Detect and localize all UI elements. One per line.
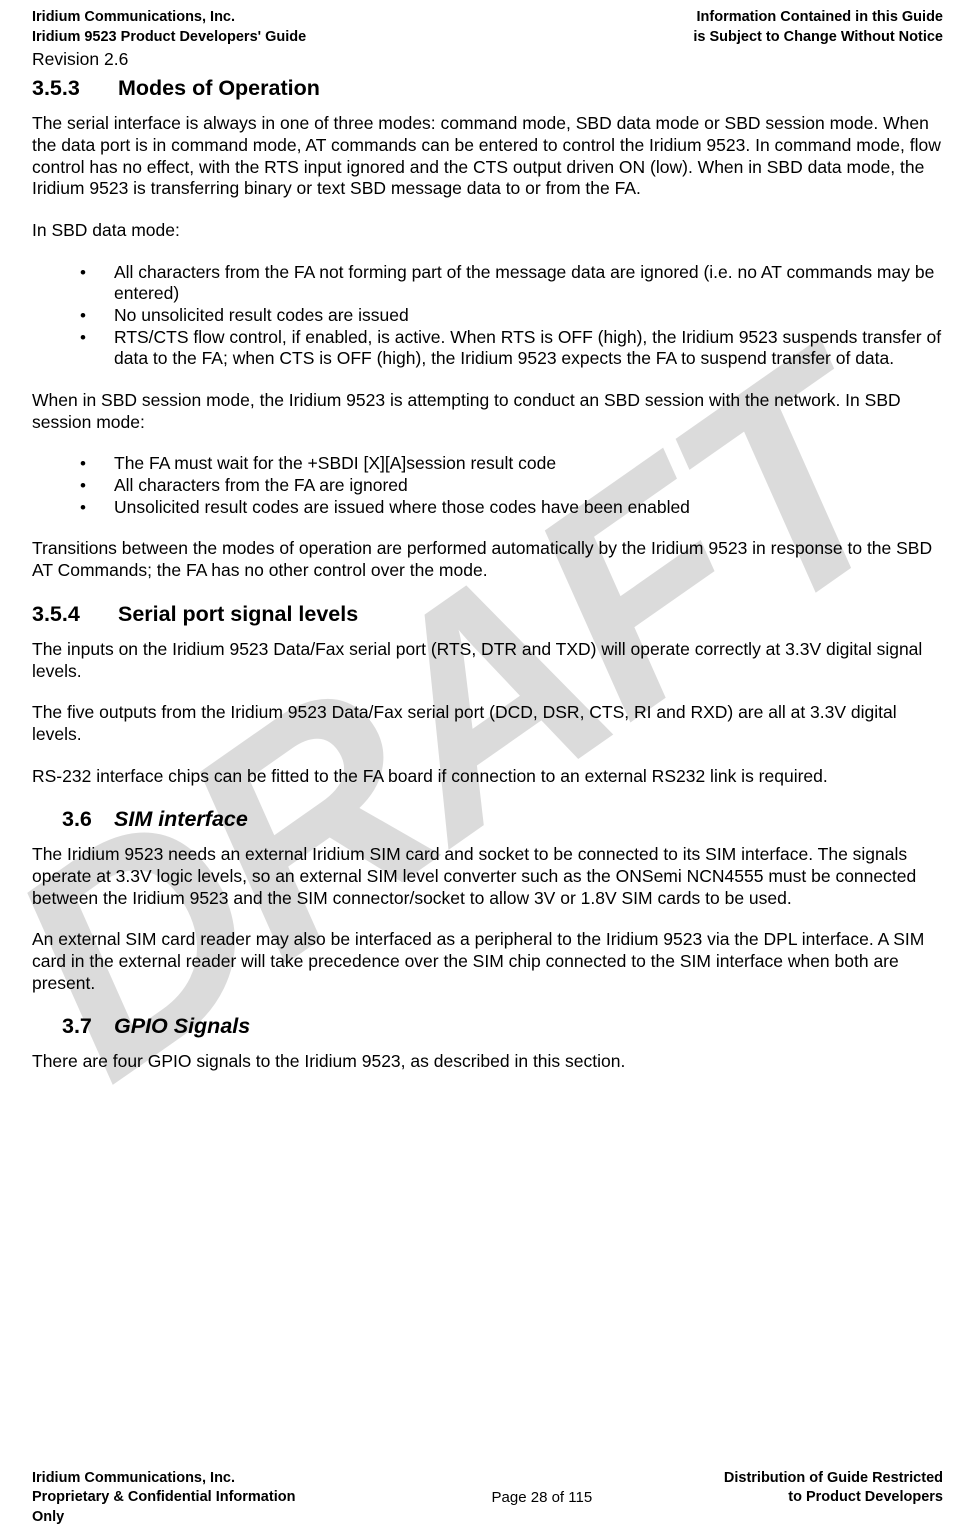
footer-left-2: Proprietary & Confidential Information [32,1488,295,1508]
heading-num: 3.5.3 [32,76,118,101]
para: When in SBD session mode, the Iridium 95… [32,390,943,433]
heading-3-7: 3.7GPIO Signals [62,1014,943,1039]
header-row-2: Iridium 9523 Product Developers' Guide i… [32,28,943,48]
heading-num: 3.5.4 [32,602,118,627]
heading-title: GPIO Signals [114,1014,250,1038]
footer-right-1: Distribution of Guide Restricted [724,1469,943,1489]
para: The serial interface is always in one of… [32,113,943,200]
footer-row-3: Only [32,1508,943,1528]
heading-title: Serial port signal levels [118,602,358,626]
heading-3-6: 3.6SIM interface [62,807,943,832]
footer-row-1: Iridium Communications, Inc. Distributio… [32,1469,943,1489]
heading-3-5-3: 3.5.3Modes of Operation [32,76,943,101]
footer-right-2: to Product Developers [788,1488,943,1508]
header-row-1: Iridium Communications, Inc. Information… [32,8,943,28]
header-left-2: Iridium 9523 Product Developers' Guide [32,28,306,48]
footer-page-num: Page 28 of 115 [492,1488,593,1508]
heading-title: Modes of Operation [118,76,320,100]
list-item: All characters from the FA not forming p… [80,262,943,305]
list-item: The FA must wait for the +SBDI [X][A]ses… [80,453,943,475]
list-item: All characters from the FA are ignored [80,475,943,497]
para: In SBD data mode: [32,220,943,242]
para: The inputs on the Iridium 9523 Data/Fax … [32,639,943,682]
footer-left-1: Iridium Communications, Inc. [32,1469,235,1489]
header-right-2: is Subject to Change Without Notice [693,28,943,48]
para: Transitions between the modes of operati… [32,538,943,581]
list-item: No unsolicited result codes are issued [80,305,943,327]
header-left-1: Iridium Communications, Inc. [32,8,235,28]
header-revision: Revision 2.6 [32,49,943,70]
bullet-list: All characters from the FA not forming p… [32,262,943,370]
para: RS-232 interface chips can be fitted to … [32,766,943,788]
page-content: Iridium Communications, Inc. Information… [0,0,975,1073]
footer-left-3: Only [32,1508,64,1528]
heading-title: SIM interface [114,807,248,831]
bullet-list: The FA must wait for the +SBDI [X][A]ses… [32,453,943,518]
heading-3-5-4: 3.5.4Serial port signal levels [32,602,943,627]
para: An external SIM card reader may also be … [32,929,943,994]
page-footer: Iridium Communications, Inc. Distributio… [32,1469,943,1528]
list-item: RTS/CTS flow control, if enabled, is act… [80,327,943,370]
para: There are four GPIO signals to the Iridi… [32,1051,943,1073]
footer-row-2: Proprietary & Confidential Information P… [32,1488,943,1508]
list-item: Unsolicited result codes are issued wher… [80,497,943,519]
para: The Iridium 9523 needs an external Iridi… [32,844,943,909]
heading-num: 3.6 [62,807,114,832]
para: The five outputs from the Iridium 9523 D… [32,702,943,745]
heading-num: 3.7 [62,1014,114,1039]
header-right-1: Information Contained in this Guide [697,8,944,28]
